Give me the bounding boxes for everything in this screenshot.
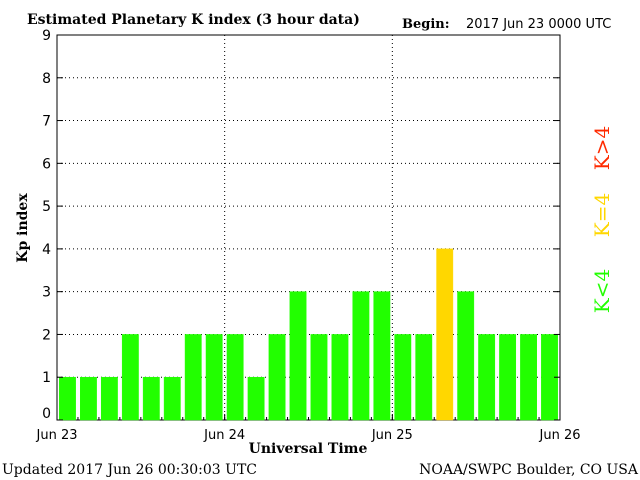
y-tick-label: 4 bbox=[42, 242, 51, 258]
x-tick-label: Jun 25 bbox=[371, 428, 413, 443]
kp-bar bbox=[373, 291, 391, 421]
kp-bar bbox=[289, 291, 307, 421]
grid-lines bbox=[57, 35, 560, 420]
legend-k-below-4: K<4 bbox=[590, 269, 614, 313]
begin-label: Begin: bbox=[402, 17, 450, 32]
x-tick-label: Jun 23 bbox=[36, 428, 78, 443]
source-credit: NOAA/SWPC Boulder, CO USA bbox=[419, 462, 639, 478]
kp-bar bbox=[520, 334, 537, 421]
kp-bar bbox=[478, 334, 496, 421]
y-tick-label: 7 bbox=[42, 114, 51, 130]
kp-bar bbox=[310, 334, 328, 421]
kp-bar bbox=[100, 376, 118, 421]
kp-bar bbox=[352, 291, 370, 421]
updated-timestamp: Updated 2017 Jun 26 00:30:03 UTC bbox=[2, 462, 257, 478]
kp-bar bbox=[121, 334, 139, 421]
x-axis-label: Universal Time bbox=[249, 441, 368, 457]
x-tick-label: Jun 24 bbox=[203, 428, 245, 443]
y-tick-label: 9 bbox=[42, 28, 51, 44]
kp-bar bbox=[415, 334, 433, 421]
kp-bar bbox=[226, 334, 244, 421]
y-tick-label: 8 bbox=[42, 71, 51, 87]
kp-bar bbox=[142, 376, 160, 421]
kp-bar bbox=[205, 334, 223, 421]
legend-k-equal-4: K=4 bbox=[590, 193, 614, 237]
kp-bar bbox=[457, 291, 475, 421]
kp-bar bbox=[184, 334, 202, 421]
kp-bar bbox=[499, 334, 517, 421]
y-tick-label: 6 bbox=[42, 156, 51, 172]
kp-bar bbox=[59, 376, 76, 421]
begin-value: 2017 Jun 23 0000 UTC bbox=[466, 17, 611, 32]
kp-bar bbox=[268, 334, 286, 421]
y-tick-label: 3 bbox=[42, 285, 51, 301]
kp-bar bbox=[163, 376, 181, 421]
plot-area bbox=[56, 34, 561, 421]
y-axis-ticks: 0 1 2 3 4 5 6 7 8 9 bbox=[42, 28, 560, 422]
chart-title: Estimated Planetary K index (3 hour data… bbox=[27, 12, 360, 28]
y-axis-label: Kp index bbox=[15, 193, 31, 263]
x-tick-label: Jun 26 bbox=[539, 428, 581, 443]
kp-bar bbox=[436, 248, 454, 421]
kp-bar bbox=[80, 376, 97, 421]
kp-bar bbox=[394, 334, 412, 421]
x-axis-ticks: Jun 23 Jun 24 Jun 25 Jun 26 bbox=[36, 414, 581, 443]
y-tick-label: 2 bbox=[42, 327, 51, 343]
y-tick-label: 5 bbox=[42, 199, 51, 215]
kp-bar bbox=[331, 334, 349, 421]
y-tick-label: 1 bbox=[42, 370, 51, 386]
bars bbox=[59, 248, 558, 421]
kp-bar bbox=[247, 376, 265, 421]
y-tick-label: 0 bbox=[42, 406, 51, 422]
legend-k-above-4: K>4 bbox=[590, 126, 614, 170]
